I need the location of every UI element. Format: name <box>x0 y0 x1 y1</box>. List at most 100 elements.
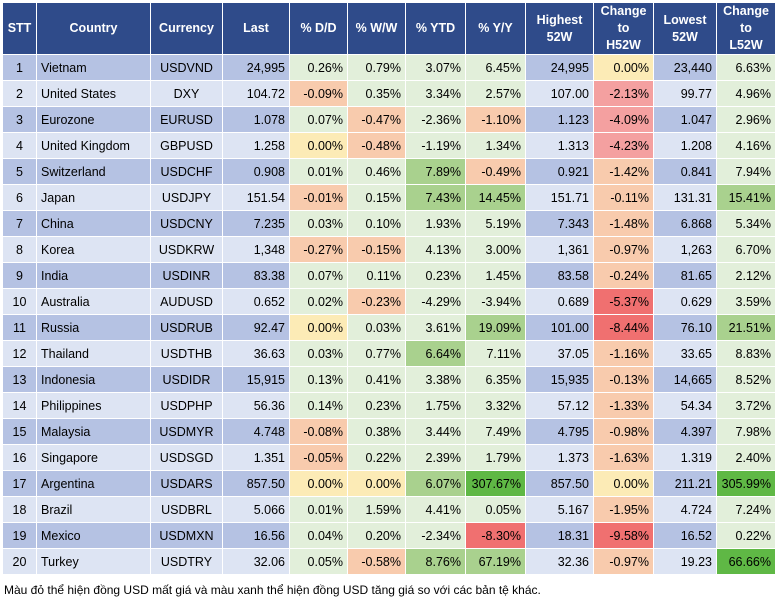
cell-currency: USDIDR <box>150 366 223 393</box>
cell-change-to-l52w: 6.63% <box>716 54 776 81</box>
table-row: 2 United States DXY 104.72 -0.09% 0.35% 3.34% 2… <box>2 80 776 107</box>
cell-pct-yy: 67.19% <box>465 548 526 575</box>
header-stt: STT <box>2 2 37 55</box>
cell-currency: USDTRY <box>150 548 223 575</box>
table-row: 10 Australia AUDUSD 0.652 0.02% -0.23% -4.29% -… <box>2 288 776 315</box>
cell-lowest-52w: 0.629 <box>653 288 717 315</box>
cell-pct-yy: 2.57% <box>465 80 526 107</box>
header-row: STT Country Currency Last% D/D% W/W% YTD% Y… <box>2 2 776 55</box>
cell-pct-dd: 0.02% <box>289 288 348 315</box>
cell-pct-dd: -0.08% <box>289 418 348 445</box>
cell-last: 1.078 <box>222 106 290 133</box>
cell-stt: 8 <box>2 236 37 263</box>
cell-stt: 15 <box>2 418 37 445</box>
cell-country: Indonesia <box>36 366 151 393</box>
cell-currency: USDMYR <box>150 418 223 445</box>
cell-country: Australia <box>36 288 151 315</box>
cell-pct-dd: 0.03% <box>289 340 348 367</box>
cell-pct-ytd: 4.41% <box>405 496 466 523</box>
cell-last: 5.066 <box>222 496 290 523</box>
cell-currency: USDMXN <box>150 522 223 549</box>
cell-country: Russia <box>36 314 151 341</box>
cell-pct-ww: 0.46% <box>347 158 406 185</box>
cell-highest-52w: 7.343 <box>525 210 594 237</box>
cell-pct-dd: 0.03% <box>289 210 348 237</box>
cell-country: Philippines <box>36 392 151 419</box>
cell-highest-52w: 57.12 <box>525 392 594 419</box>
cell-currency: USDTHB <box>150 340 223 367</box>
cell-lowest-52w: 211.21 <box>653 470 717 497</box>
cell-country: Thailand <box>36 340 151 367</box>
cell-currency: USDVND <box>150 54 223 81</box>
table-row: 4 United Kingdom GBPUSD 1.258 0.00% -0.48% -1.… <box>2 132 776 159</box>
cell-pct-dd: 0.13% <box>289 366 348 393</box>
cell-last: 83.38 <box>222 262 290 289</box>
cell-pct-yy: -8.30% <box>465 522 526 549</box>
cell-pct-ww: -0.58% <box>347 548 406 575</box>
cell-change-to-h52w: -0.13% <box>593 366 654 393</box>
cell-change-to-l52w: 5.34% <box>716 210 776 237</box>
cell-currency: USDCNY <box>150 210 223 237</box>
cell-last: 16.56 <box>222 522 290 549</box>
cell-pct-ytd: 1.93% <box>405 210 466 237</box>
cell-currency: USDBRL <box>150 496 223 523</box>
cell-country: Eurozone <box>36 106 151 133</box>
cell-lowest-52w: 4.724 <box>653 496 717 523</box>
cell-country: Japan <box>36 184 151 211</box>
cell-country: Malaysia <box>36 418 151 445</box>
cell-stt: 2 <box>2 80 37 107</box>
cell-change-to-h52w: -0.11% <box>593 184 654 211</box>
cell-currency: USDARS <box>150 470 223 497</box>
cell-change-to-h52w: -1.16% <box>593 340 654 367</box>
cell-country: Brazil <box>36 496 151 523</box>
cell-change-to-h52w: 0.00% <box>593 470 654 497</box>
cell-currency: AUDUSD <box>150 288 223 315</box>
cell-pct-ytd: 7.43% <box>405 184 466 211</box>
cell-last: 1.258 <box>222 132 290 159</box>
cell-currency: USDSGD <box>150 444 223 471</box>
cell-lowest-52w: 54.34 <box>653 392 717 419</box>
cell-change-to-h52w: -1.95% <box>593 496 654 523</box>
cell-highest-52w: 18.31 <box>525 522 594 549</box>
cell-country: Switzerland <box>36 158 151 185</box>
cell-pct-ww: 0.11% <box>347 262 406 289</box>
cell-pct-yy: 307.67% <box>465 470 526 497</box>
cell-pct-dd: 0.01% <box>289 158 348 185</box>
header-pct-dd: % D/D <box>289 2 348 55</box>
cell-pct-ww: 0.38% <box>347 418 406 445</box>
table-row: 1 Vietnam USDVND 24,995 0.26% 0.79% 3.07% 6.45%… <box>2 54 776 81</box>
cell-highest-52w: 32.36 <box>525 548 594 575</box>
cell-highest-52w: 83.58 <box>525 262 594 289</box>
cell-stt: 3 <box>2 106 37 133</box>
cell-pct-ytd: 2.39% <box>405 444 466 471</box>
cell-last: 7.235 <box>222 210 290 237</box>
cell-stt: 5 <box>2 158 37 185</box>
cell-last: 36.63 <box>222 340 290 367</box>
cell-last: 857.50 <box>222 470 290 497</box>
cell-change-to-l52w: 21.51% <box>716 314 776 341</box>
cell-lowest-52w: 0.841 <box>653 158 717 185</box>
cell-currency: USDCHF <box>150 158 223 185</box>
table-row: 6 Japan USDJPY 151.54 -0.01% 0.15% 7.43% 14.45%… <box>2 184 776 211</box>
cell-country: United States <box>36 80 151 107</box>
table-row: 17 Argentina USDARS 857.50 0.00% 0.00% 6.07% 30… <box>2 470 776 497</box>
cell-pct-yy: 6.45% <box>465 54 526 81</box>
cell-change-to-h52w: -9.58% <box>593 522 654 549</box>
cell-pct-ytd: 0.23% <box>405 262 466 289</box>
cell-lowest-52w: 99.77 <box>653 80 717 107</box>
cell-pct-ytd: 3.61% <box>405 314 466 341</box>
header-last: Last <box>222 2 290 55</box>
cell-last: 1,348 <box>222 236 290 263</box>
cell-lowest-52w: 1.208 <box>653 132 717 159</box>
cell-pct-ytd: 3.34% <box>405 80 466 107</box>
cell-last: 0.908 <box>222 158 290 185</box>
cell-change-to-l52w: 3.72% <box>716 392 776 419</box>
cell-stt: 11 <box>2 314 37 341</box>
header-change-to-h52w: Change to H52W <box>593 2 654 55</box>
cell-country: India <box>36 262 151 289</box>
cell-last: 24,995 <box>222 54 290 81</box>
cell-pct-yy: 6.35% <box>465 366 526 393</box>
cell-pct-yy: 7.11% <box>465 340 526 367</box>
cell-pct-ww: 0.23% <box>347 392 406 419</box>
cell-pct-ytd: -1.19% <box>405 132 466 159</box>
